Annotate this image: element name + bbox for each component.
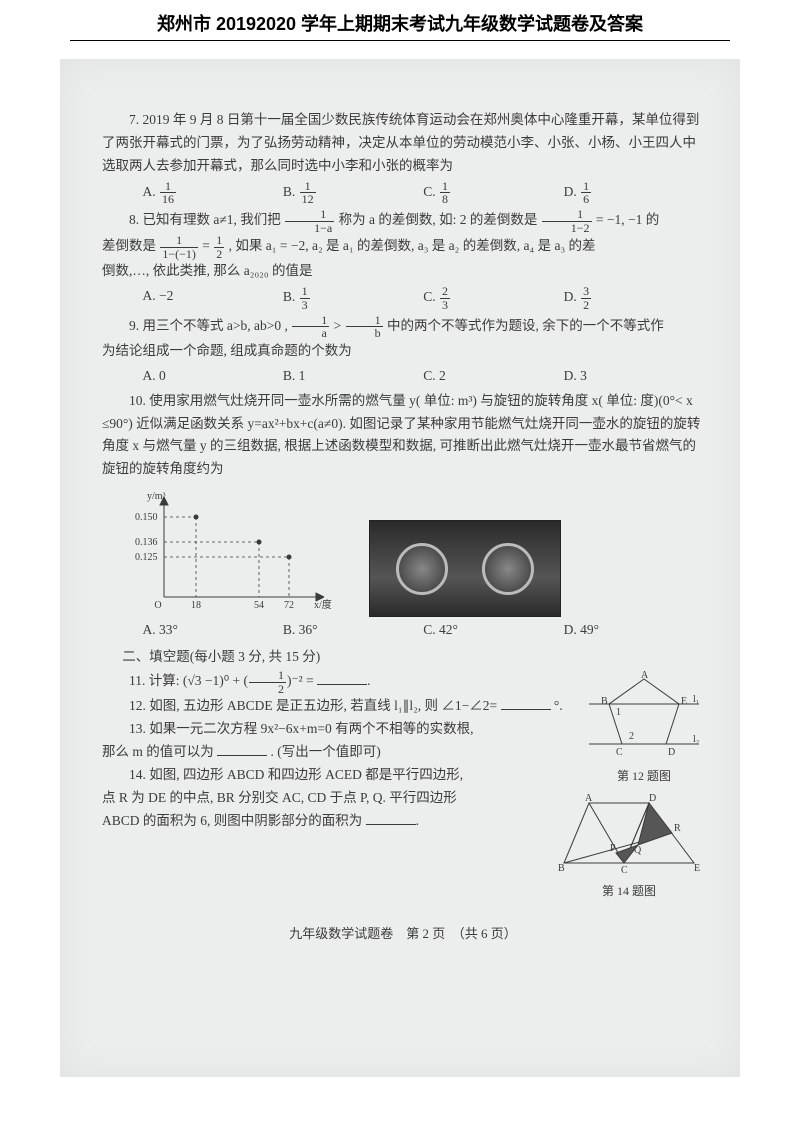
svg-text:D: D: [649, 793, 656, 804]
q8-opt-b: B. 13: [283, 285, 423, 311]
svg-text:C: C: [621, 865, 628, 876]
q9-options: A. 0 B. 1 C. 2 D. 3: [143, 365, 705, 388]
svg-text:E: E: [681, 696, 687, 707]
svg-text:P: P: [610, 843, 616, 854]
svg-text:C: C: [616, 747, 623, 758]
svg-text:2: 2: [629, 731, 634, 742]
q10-options: A. 33° B. 36° C. 42° D. 49°: [143, 619, 705, 642]
svg-text:D: D: [668, 747, 675, 758]
svg-text:A: A: [585, 793, 593, 804]
q9-line1: 9. 用三个不等式 a>b, ab>0 , 1a > 1b 中的两个不等式作为题…: [102, 314, 704, 340]
svg-text:54: 54: [254, 600, 264, 611]
q9-opt-c: C. 2: [423, 365, 563, 388]
q10-opt-b: B. 36°: [283, 619, 423, 642]
q9-opt-b: B. 1: [283, 365, 423, 388]
q10-chart: 0.150 0.136 0.125 O 18 54 72 x/度 y/m³: [129, 487, 339, 617]
page-title: 郑州市 20192020 学年上期期末考试九年级数学试题卷及答案: [70, 0, 730, 41]
section-2-heading: 二、填空题(每小题 3 分, 共 15 分): [122, 646, 704, 669]
q13-blank: [217, 743, 267, 756]
q10-opt-d: D. 49°: [564, 619, 704, 642]
q7-text: 7. 2019 年 9 月 8 日第十一届全国少数民族传统体育运动会在郑州奥体中…: [102, 109, 704, 178]
q14-figure-caption: 第 14 题图: [554, 881, 704, 901]
page-footer: 九年级数学试题卷 第 2 页 （共 6 页）: [102, 923, 704, 945]
q8-opt-d: D. 32: [564, 285, 704, 311]
q7-opt-a: A. 116: [143, 180, 283, 206]
svg-text:E: E: [694, 863, 700, 874]
q10-figures: 0.150 0.136 0.125 O 18 54 72 x/度 y/m³: [129, 487, 704, 617]
q8-line2: 差倒数是 11−(−1) = 12 , 如果 a₁ = −2, a₂ 是 a₁ …: [102, 234, 704, 260]
q9-line2: 为结论组成一个命题, 组成真命题的个数为: [102, 340, 704, 363]
q8-options: A. −2 B. 13 C. 23 D. 32: [143, 285, 705, 311]
q7-opt-d: D. 16: [564, 180, 704, 206]
q8-line1: 8. 已知有理数 a≠1, 我们把 11−a 称为 a 的差倒数, 如: 2 的…: [102, 208, 704, 234]
svg-text:A: A: [641, 671, 649, 681]
q9-opt-a: A. 0: [143, 365, 283, 388]
q10-text: 10. 使用家用燃气灶烧开同一壶水所需的燃气量 y( 单位: m³) 与旋钮的旋…: [102, 390, 704, 482]
svg-text:72: 72: [284, 600, 294, 611]
q12-figure: A E D C B l₁ l₂ 1 2 第 12 题图: [584, 671, 704, 786]
svg-text:0.136: 0.136: [135, 537, 158, 548]
q14-figure: A D B C E R P Q 第 14 题图: [554, 793, 704, 901]
svg-text:18: 18: [191, 600, 201, 611]
q7-options: A. 116 B. 112 C. 18 D. 16: [143, 180, 705, 206]
svg-text:l₂: l₂: [693, 734, 699, 745]
q8-line3: 倒数,…, 依此类推, 那么 a₂₀₂₀ 的值是: [102, 260, 704, 283]
q12-blank: [501, 697, 551, 710]
q8-opt-c: C. 23: [423, 285, 563, 311]
svg-text:1: 1: [616, 707, 621, 718]
q11-blank: [317, 672, 367, 685]
q9-opt-d: D. 3: [564, 365, 704, 388]
q10-opt-c: C. 42°: [423, 619, 563, 642]
exam-page-scan: 7. 2019 年 9 月 8 日第十一届全国少数民族传统体育运动会在郑州奥体中…: [60, 59, 740, 1077]
q8-opt-a: A. −2: [143, 285, 283, 311]
svg-text:B: B: [558, 863, 565, 874]
svg-text:B: B: [601, 696, 608, 707]
svg-text:O: O: [154, 600, 161, 611]
q10-opt-a: A. 33°: [143, 619, 283, 642]
q10-stove-photo: [369, 520, 561, 617]
svg-text:l₁: l₁: [693, 694, 699, 705]
q7-opt-b: B. 112: [283, 180, 423, 206]
q12-figure-caption: 第 12 题图: [584, 766, 704, 786]
q14-blank: [366, 812, 416, 825]
svg-text:0.150: 0.150: [135, 512, 158, 523]
svg-text:0.125: 0.125: [135, 552, 158, 563]
q7-opt-c: C. 18: [423, 180, 563, 206]
svg-text:Q: Q: [634, 845, 642, 856]
svg-text:R: R: [674, 823, 681, 834]
svg-text:x/度: x/度: [314, 598, 332, 611]
svg-text:y/m³: y/m³: [147, 491, 166, 502]
